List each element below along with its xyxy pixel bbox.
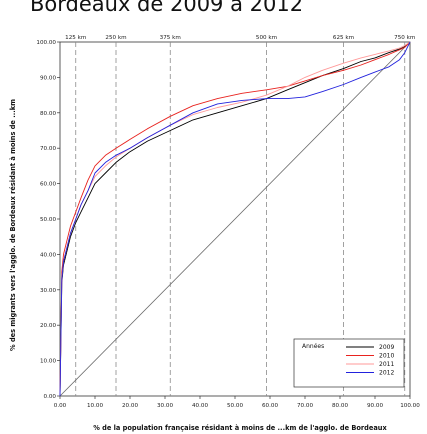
x-tick-label: 10.00: [87, 403, 103, 409]
x-tick-label: 50.00: [227, 403, 243, 409]
distance-marker-label: 250 km: [105, 35, 126, 41]
distance-marker-label: 750 km: [394, 35, 415, 41]
y-tick-label: 100.00: [36, 40, 56, 46]
y-tick-label: 10.00: [40, 359, 56, 365]
y-tick-label: 20.00: [40, 323, 56, 329]
axis-ticks: 0.00 10.00 20.00 30.00 40.00 50.00 60.00 70.00 8…: [36, 40, 420, 409]
reference-diagonal: [59, 41, 411, 397]
series-lines: [59, 41, 411, 397]
distance-marker-label: 625 km: [333, 35, 354, 41]
y-tick-label: 80.00: [40, 111, 56, 117]
x-tick-label: 40.00: [192, 403, 208, 409]
x-tick-label: 70.00: [297, 403, 313, 409]
y-tick-label: 90.00: [40, 75, 56, 81]
distance-markers: 125 km 250 km 375 km 500 km 625 km 750 km: [65, 35, 415, 396]
series-line-2009: [59, 41, 411, 397]
chart-title: Bordeaux de 2009 à 2012: [30, 0, 304, 16]
x-tick-label: 100.00: [400, 403, 420, 409]
y-tick-label: 30.00: [40, 288, 56, 294]
distance-marker-label: 500 km: [256, 35, 277, 41]
y-tick-label: 60.00: [40, 182, 56, 188]
x-tick-label: 20.00: [122, 403, 138, 409]
x-tick-label: 90.00: [367, 403, 383, 409]
legend-entry: 2010: [379, 353, 394, 360]
legend-entry: 2009: [379, 344, 394, 351]
series-line-2012: [59, 41, 411, 397]
y-tick-label: 0.00: [44, 394, 57, 400]
legend-entry: 2012: [379, 370, 394, 377]
y-tick-label: 50.00: [40, 217, 56, 223]
distance-marker-label: 125 km: [65, 35, 86, 41]
y-tick-label: 70.00: [40, 146, 56, 152]
y-tick-label: 40.00: [40, 252, 56, 258]
y-axis-label: % des migrants vers l'agglo. de Bordeaux…: [9, 99, 17, 351]
reference-diagonal-line: [59, 41, 411, 397]
series-line-2010: [59, 41, 411, 397]
x-tick-label: 30.00: [157, 403, 173, 409]
legend-title: Années: [302, 343, 324, 350]
x-axis-label: % de la population française résidant à …: [93, 424, 387, 432]
x-tick-label: 0.00: [54, 403, 67, 409]
x-tick-label: 60.00: [262, 403, 278, 409]
x-tick-label: 80.00: [332, 403, 348, 409]
distance-marker-label: 375 km: [160, 35, 181, 41]
legend-entry: 2011: [379, 361, 394, 368]
